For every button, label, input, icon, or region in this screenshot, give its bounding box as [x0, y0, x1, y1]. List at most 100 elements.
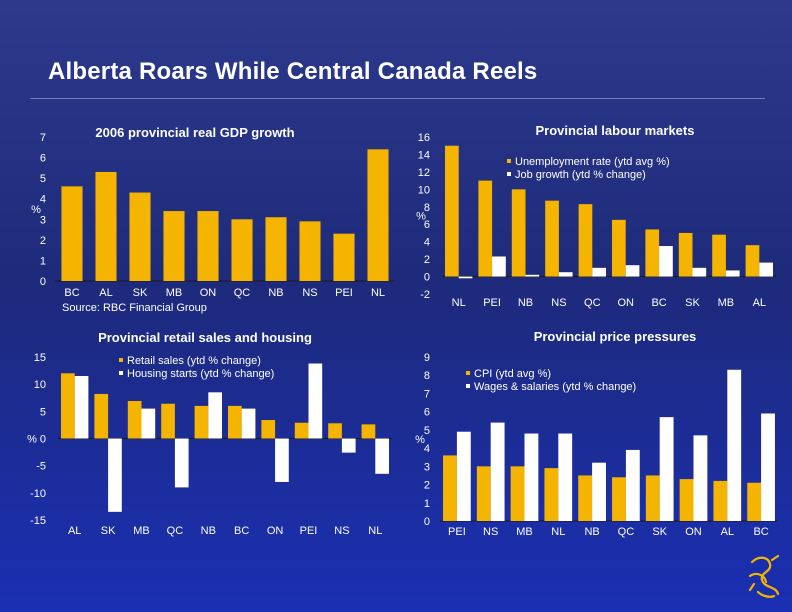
gdp-bar-nl-series-1 — [367, 149, 389, 281]
gdp-y-axis-label: % — [31, 204, 41, 216]
prices-category-label: NS — [483, 526, 498, 538]
retail-bar-sk-series-1 — [94, 393, 109, 439]
prices-y-axis-label: % — [415, 434, 425, 446]
retail-bar-on-series-2 — [275, 438, 289, 482]
gdp-bar-ns-series-1 — [299, 221, 321, 281]
gdp-y-tick-label: 7 — [40, 132, 46, 144]
labour-y-tick-label: 8 — [424, 202, 430, 214]
labour-y-axis-label: % — [416, 211, 426, 223]
retail-bar-on-series-1 — [261, 420, 276, 439]
retail-category-label: NL — [368, 525, 382, 537]
prices-legend-swatch — [466, 384, 470, 388]
retail-category-label: NS — [334, 525, 349, 537]
labour-bar-pei-series-1 — [478, 180, 493, 277]
labour-legend-swatch — [507, 172, 511, 176]
retail-y-tick-label: -15 — [30, 515, 46, 527]
prices-bar-sk-series-1 — [645, 475, 660, 521]
gdp-category-label: SK — [133, 287, 148, 299]
retail-bar-al-series-2 — [74, 376, 89, 439]
retail-bar-mb-series-2 — [141, 408, 156, 439]
labour-category-label: NS — [551, 297, 566, 309]
gdp-y-tick-label: 3 — [40, 214, 46, 226]
labour-legend-label: Job growth (ytd % change) — [515, 169, 646, 181]
retail-bar-nl-series-2 — [375, 438, 389, 474]
labour-y-tick-label: 10 — [418, 184, 430, 196]
labour-bar-al-series-1 — [745, 245, 760, 277]
prices-category-label: PEI — [448, 526, 466, 538]
gdp-bar-bc-series-1 — [61, 186, 83, 281]
labour-bar-al-series-2 — [759, 262, 773, 277]
retail-bar-qc-series-1 — [161, 403, 175, 439]
gdp-bar-mb-series-1 — [163, 211, 185, 281]
labour-y-tick-label: 12 — [418, 167, 430, 179]
gdp-y-tick-label: 0 — [40, 276, 46, 288]
prices-bar-sk-series-2 — [659, 417, 674, 521]
prices-bar-mb-series-2 — [524, 433, 539, 521]
gdp-y-tick-label: 5 — [40, 173, 46, 185]
retail-bar-ns-series-1 — [328, 423, 342, 439]
prices-category-label: ON — [685, 526, 702, 538]
retail-legend-swatch — [119, 358, 123, 362]
prices-category-label: NL — [551, 526, 565, 538]
gdp-bar-pei-series-1 — [333, 233, 355, 281]
gdp-bar-on-series-1 — [197, 211, 219, 281]
retail-bar-bc-series-2 — [241, 408, 256, 439]
prices-y-tick-label: 6 — [424, 407, 430, 419]
labour-legend-swatch — [507, 159, 511, 163]
retail-category-label: AL — [68, 525, 81, 537]
labour-bar-ns-series-1 — [545, 200, 559, 277]
gdp-category-label: NB — [268, 287, 283, 299]
labour-category-label: AL — [753, 297, 766, 309]
prices-category-label: AL — [721, 526, 734, 538]
gdp-category-label: ON — [200, 287, 217, 299]
labour-category-label: BC — [651, 297, 666, 309]
retail-chart-title: Provincial retail sales and housing — [98, 330, 312, 345]
retail-category-label: NB — [201, 525, 216, 537]
prices-bar-pei-series-2 — [456, 431, 471, 521]
labour-bar-sk-series-1 — [678, 232, 693, 277]
labour-bar-nb-series-2 — [525, 274, 540, 277]
prices-y-tick-label: 8 — [424, 370, 430, 382]
prices-bar-bc-series-1 — [747, 482, 762, 521]
prices-bar-al-series-1 — [713, 480, 728, 521]
retail-category-label: ON — [267, 525, 284, 537]
gdp-bar-sk-series-1 — [129, 192, 151, 281]
labour-bar-mb-series-2 — [725, 270, 740, 277]
labour-y-tick-label: 0 — [424, 272, 430, 284]
gdp-category-label: QC — [234, 287, 251, 299]
retail-y-tick-label: -5 — [36, 461, 46, 473]
prices-y-tick-label: 2 — [424, 480, 430, 492]
company-logo-icon — [748, 554, 780, 598]
labour-bar-bc-series-2 — [659, 246, 673, 277]
prices-y-tick-label: 7 — [424, 388, 430, 400]
retail-bar-mb-series-1 — [127, 401, 142, 439]
retail-bar-pei-series-2 — [308, 363, 323, 439]
gdp-category-label: AL — [99, 287, 112, 299]
labour-bar-nl-series-2 — [458, 276, 473, 279]
prices-bar-al-series-2 — [727, 369, 742, 521]
labour-bar-nl-series-1 — [445, 145, 459, 277]
labour-category-label: SK — [685, 297, 700, 309]
labour-category-label: NB — [518, 297, 533, 309]
labour-chart-title: Provincial labour markets — [536, 123, 695, 138]
labour-y-tick-label: -2 — [420, 289, 430, 301]
retail-bar-nb-series-1 — [194, 405, 209, 439]
labour-category-label: MB — [718, 297, 735, 309]
labour-category-label: QC — [584, 297, 601, 309]
labour-y-tick-label: 6 — [424, 219, 430, 231]
gdp-category-label: PEI — [335, 287, 353, 299]
prices-chart-title: Provincial price pressures — [534, 329, 697, 344]
retail-y-tick-label: 5 — [40, 406, 46, 418]
labour-y-tick-label: 2 — [424, 254, 430, 266]
labour-bar-ns-series-2 — [558, 272, 573, 277]
labour-bar-qc-series-2 — [592, 267, 606, 277]
labour-bar-bc-series-1 — [645, 229, 660, 277]
labour-bar-pei-series-2 — [492, 256, 506, 277]
prices-bar-ns-series-2 — [490, 422, 505, 521]
gdp-category-label: NL — [371, 287, 385, 299]
retail-legend-label: Housing starts (ytd % change) — [127, 368, 274, 380]
retail-legend-label: Retail sales (ytd % change) — [127, 355, 261, 367]
labour-y-tick-label: 14 — [418, 149, 430, 161]
gdp-chart-title: 2006 provincial real GDP growth — [95, 125, 294, 140]
